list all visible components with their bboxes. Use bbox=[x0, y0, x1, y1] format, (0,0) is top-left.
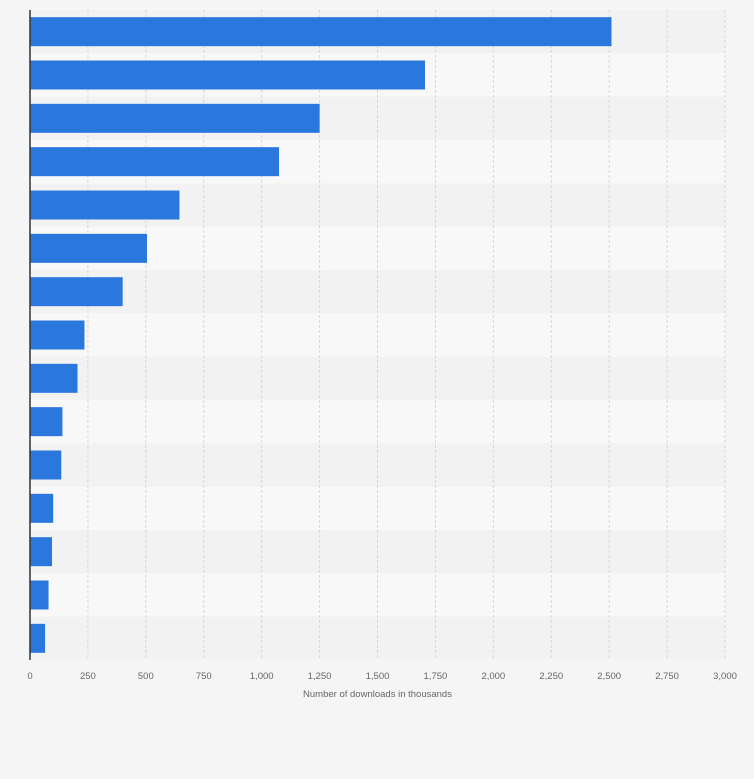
bar bbox=[30, 450, 62, 480]
bar bbox=[30, 363, 78, 393]
bar bbox=[30, 320, 85, 350]
x-tick-label: 2,750 bbox=[655, 671, 679, 682]
x-tick-label: 2,000 bbox=[481, 671, 505, 682]
x-tick-label: 3,000 bbox=[713, 671, 737, 682]
bars bbox=[30, 17, 612, 653]
row-band bbox=[30, 486, 725, 530]
bar bbox=[30, 537, 53, 567]
bar bbox=[30, 407, 63, 437]
bar bbox=[30, 623, 46, 653]
x-tick-label: 500 bbox=[138, 671, 154, 682]
bar bbox=[30, 190, 180, 220]
x-tick-label: 1,750 bbox=[424, 671, 448, 682]
x-axis-ticks: 0 250 500 750 1,000 1,250 1,500 1,750 2,000 2,250… bbox=[27, 671, 737, 682]
bar bbox=[30, 493, 54, 523]
x-tick-label: 2,250 bbox=[539, 671, 563, 682]
bar bbox=[30, 233, 147, 263]
x-tick-label: 1,000 bbox=[250, 671, 274, 682]
x-tick-label: 250 bbox=[80, 671, 96, 682]
x-axis-title: Number of downloads in thousands bbox=[303, 689, 452, 700]
bar bbox=[30, 17, 612, 47]
bar bbox=[30, 103, 320, 133]
gridlines bbox=[87, 10, 726, 660]
bar bbox=[30, 147, 280, 177]
bar bbox=[30, 277, 123, 307]
row-band bbox=[30, 356, 725, 400]
x-tick-label: 1,500 bbox=[366, 671, 390, 682]
x-tick-label: 750 bbox=[196, 671, 212, 682]
x-tick-label: 1,250 bbox=[308, 671, 332, 682]
row-band bbox=[30, 616, 725, 660]
x-tick-label: 2,500 bbox=[597, 671, 621, 682]
x-tick-label: 0 bbox=[27, 671, 32, 682]
bar bbox=[30, 60, 425, 90]
bar bbox=[30, 580, 49, 610]
